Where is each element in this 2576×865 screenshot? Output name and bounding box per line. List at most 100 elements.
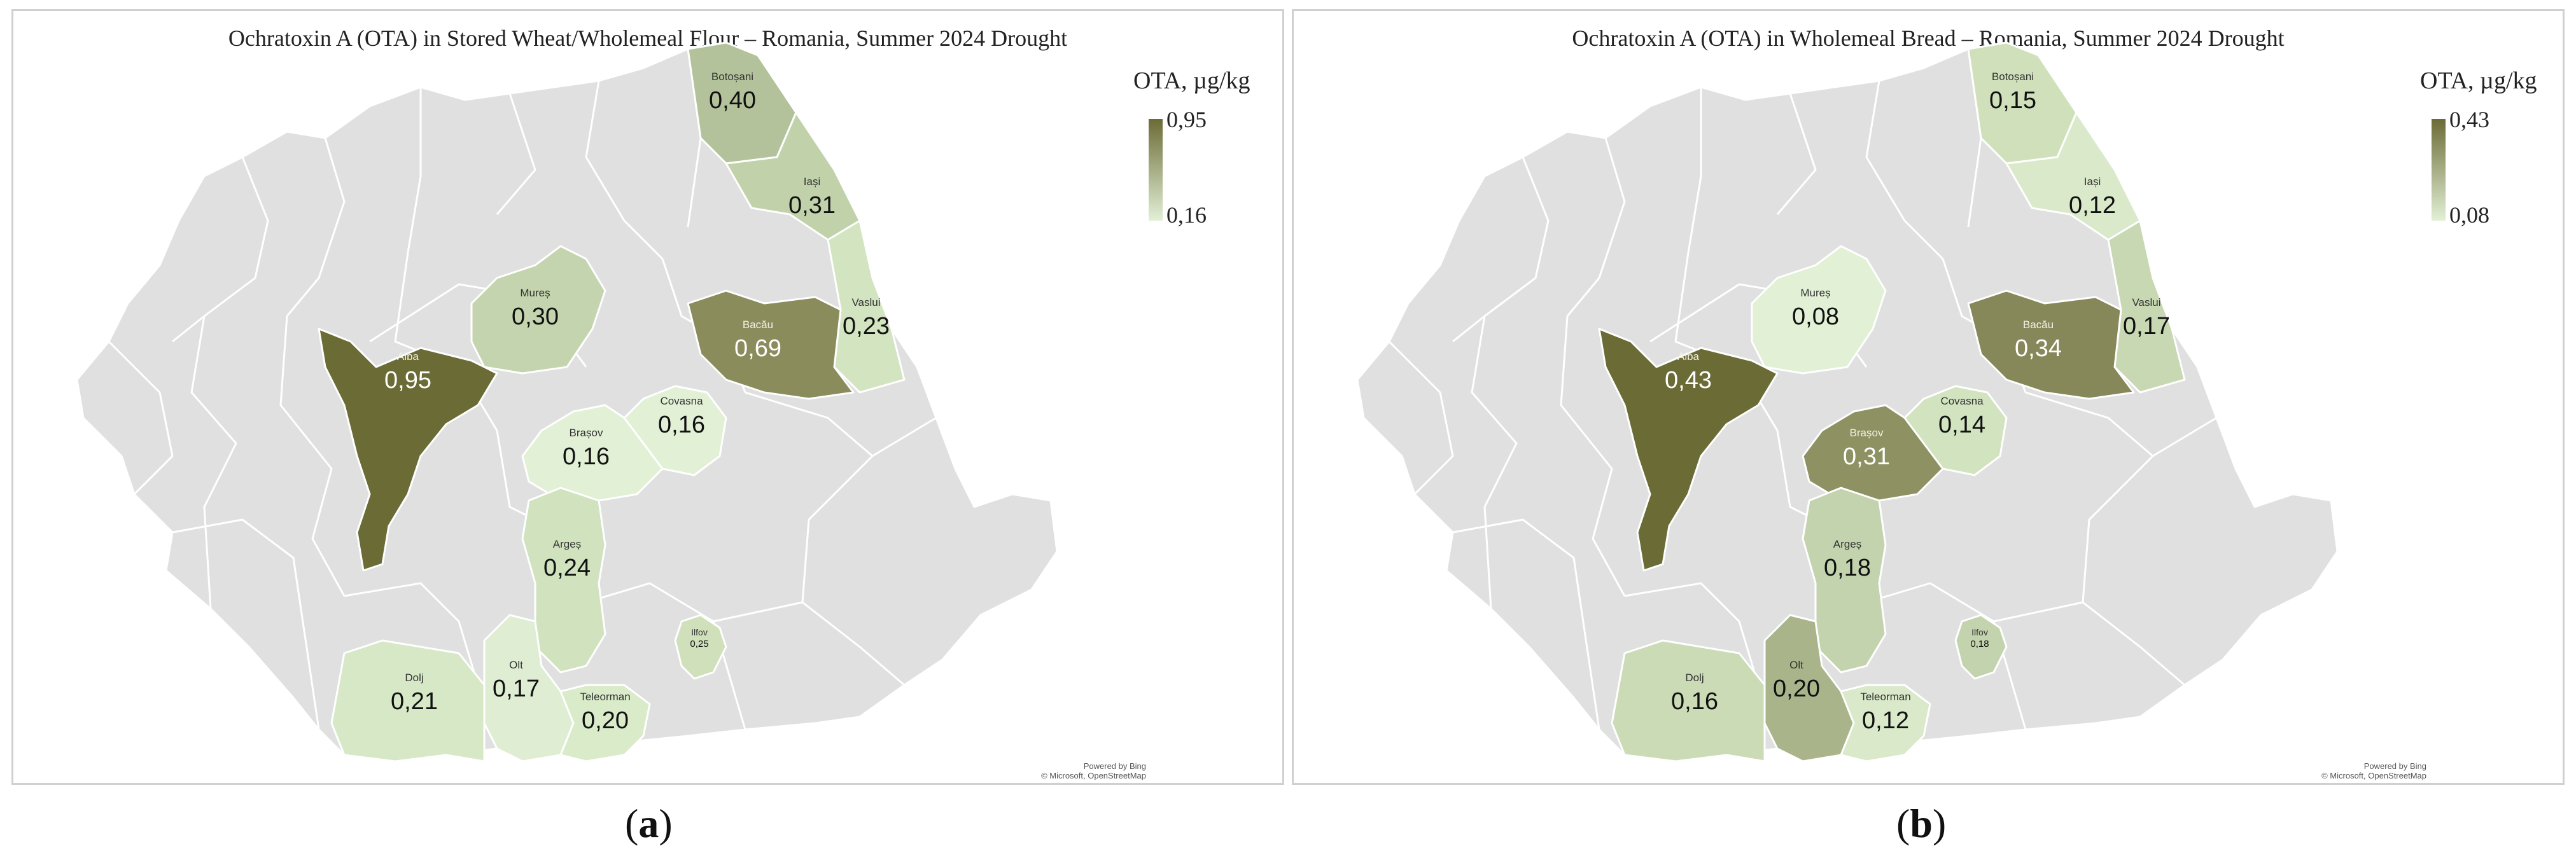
county-name-label: Dolj <box>1685 672 1704 684</box>
county-border <box>2082 455 2154 603</box>
county-region <box>1802 404 1944 502</box>
county-name-label: Iași <box>804 176 820 188</box>
county-value-label: 0,14 <box>1938 412 1985 438</box>
county-region <box>559 684 651 763</box>
map-canvas: Botoșani 0,40 Iași 0,31 Mureș 0,30 Vaslui 0,23 A… <box>76 41 1058 763</box>
legend-min-value: 0,08 <box>2449 202 2489 228</box>
caption-a: (a) <box>625 801 673 846</box>
map-credit: Powered by Bing © Microsoft, OpenStreetM… <box>1006 761 1146 780</box>
county-border <box>1566 137 1626 317</box>
county-region <box>1903 385 2008 476</box>
caption-letter: a <box>638 801 659 846</box>
legend-color-bar <box>1149 119 1163 221</box>
county-value-label: 0,16 <box>1671 688 1718 715</box>
county-value-label: 0,24 <box>543 555 591 581</box>
credit-line: © Microsoft, OpenStreetMap <box>2321 771 2426 780</box>
county-value-label: 0,20 <box>1773 675 1820 702</box>
county-border <box>1452 156 1550 343</box>
caption-letter: b <box>1910 801 1933 846</box>
county-border <box>1866 582 2027 730</box>
county-region <box>1954 614 2008 680</box>
county-region <box>470 245 606 375</box>
county-name-label: Covasna <box>1940 395 1984 407</box>
county-border <box>496 93 536 215</box>
legend-color-bar <box>2432 119 2446 221</box>
county-name-label: Botoșani <box>1992 71 2034 83</box>
county-name-label: Mureș <box>520 287 550 299</box>
county-value-label: 0,16 <box>563 443 610 470</box>
legend-min-value: 0,16 <box>1166 202 1207 228</box>
county-name-label: Dolj <box>405 672 423 684</box>
legend-max-value: 0,95 <box>1166 107 1207 132</box>
county-value-label: 0,17 <box>493 675 540 702</box>
county-value-label: 0,18 <box>1970 639 1989 649</box>
county-name-label: Ilfov <box>691 627 708 637</box>
county-value-label: 0,30 <box>512 303 559 330</box>
county-border <box>1388 340 1454 495</box>
legend-max-value: 0,43 <box>2449 107 2489 132</box>
county-name-label: Iași <box>2084 176 2101 188</box>
county-border <box>190 315 237 609</box>
map-canvas: Botoșani 0,15 Iași 0,12 Mureș 0,08 Vaslui 0,17 A… <box>1356 41 2339 763</box>
county-border <box>172 518 320 730</box>
county-value-label: 0,21 <box>391 688 438 715</box>
county-region <box>521 404 664 502</box>
county-name-label: Teleorman <box>1860 691 1910 703</box>
county-name-label: Teleorman <box>580 691 630 703</box>
map-credit: Powered by Bing © Microsoft, OpenStreetM… <box>2286 761 2426 780</box>
county-region <box>623 385 727 476</box>
county-region <box>318 328 498 572</box>
county-value-label: 0,25 <box>690 639 708 649</box>
county-border <box>713 601 905 686</box>
county-border <box>1993 601 2185 686</box>
credit-line: Powered by Bing <box>2363 761 2426 771</box>
county-region <box>674 614 727 680</box>
county-region <box>521 487 606 674</box>
map-panel-b: Ochratoxin A (OTA) in Wholemeal Bread – … <box>1292 9 2565 785</box>
county-border <box>585 80 664 260</box>
county-value-label: 0,17 <box>2123 313 2170 340</box>
county-value-label: 0,31 <box>788 192 836 219</box>
county-border <box>286 137 346 317</box>
county-border <box>1865 80 1944 260</box>
county-region <box>1751 245 1887 375</box>
county-name-label: Brașov <box>570 427 603 439</box>
county-region <box>1611 639 1766 763</box>
county-region <box>330 639 486 763</box>
county-name-label: Vaslui <box>851 296 880 308</box>
legend-title: OTA, µg/kg <box>1133 67 1250 94</box>
county-value-label: 0,95 <box>384 367 431 394</box>
county-border <box>1560 315 1626 597</box>
county-region <box>1840 684 1931 763</box>
county-name-label: Bacău <box>2023 319 2054 331</box>
county-border <box>1687 87 1702 253</box>
county-name-label: Alba <box>1677 350 1700 363</box>
county-value-label: 0,15 <box>1989 87 2036 114</box>
panel-title: Ochratoxin A (OTA) in Wholemeal Bread – … <box>1572 25 2285 51</box>
county-value-label: 0,16 <box>658 412 705 438</box>
county-name-label: Olt <box>509 659 523 671</box>
county-name-label: Covasna <box>660 395 703 407</box>
county-value-label: 0,31 <box>1843 443 1890 470</box>
county-region <box>1967 289 2135 400</box>
county-value-label: 0,43 <box>1665 367 1712 394</box>
county-name-label: Brașov <box>1850 427 1884 439</box>
county-region <box>687 289 855 400</box>
panel-title: Ochratoxin A (OTA) in Stored Wheat/Whole… <box>228 25 1068 51</box>
county-border <box>2025 391 2217 457</box>
county-value-label: 0,12 <box>1862 707 1909 734</box>
county-name-label: Alba <box>397 350 419 363</box>
county-value-label: 0,40 <box>709 87 756 114</box>
county-region <box>1802 487 1887 674</box>
county-border <box>172 156 269 343</box>
county-border <box>801 455 874 603</box>
legend-title: OTA, µg/kg <box>2420 67 2537 94</box>
credit-line: Powered by Bing <box>1083 761 1146 771</box>
county-name-label: Argeș <box>1833 538 1861 550</box>
county-name-label: Argeș <box>553 538 581 550</box>
county-name-label: Mureș <box>1800 287 1830 299</box>
county-border <box>108 340 174 495</box>
county-border <box>1776 93 1817 215</box>
county-value-label: 0,69 <box>734 335 781 362</box>
county-border <box>1452 518 1600 730</box>
